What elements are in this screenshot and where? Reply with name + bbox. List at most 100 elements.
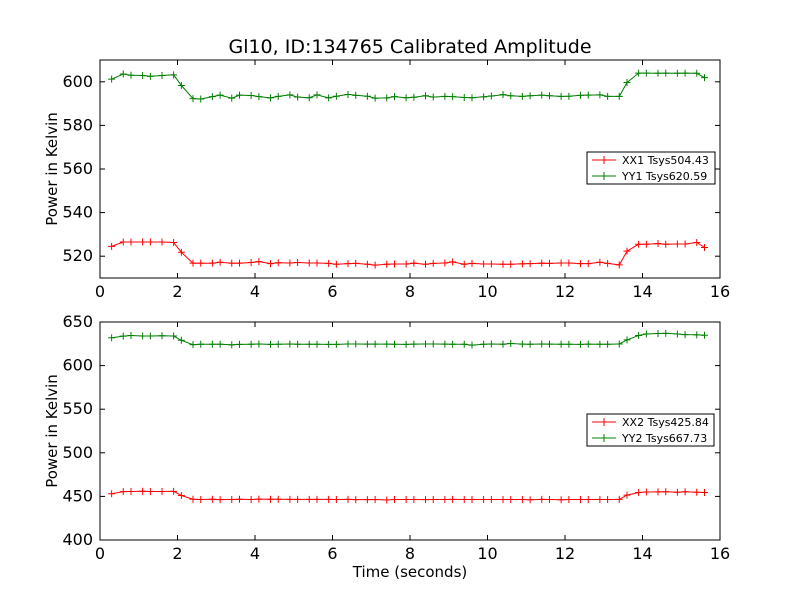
data-point [383,94,391,102]
data-point [383,340,391,348]
data-point [189,259,197,267]
data-point [216,258,224,266]
data-point [623,247,631,255]
data-point [146,238,154,246]
data-point [557,340,565,348]
data-point [139,487,147,495]
data-point [177,248,185,256]
y-tick-label: 650 [62,312,93,331]
data-point [596,496,604,504]
data-point [422,340,429,348]
x-tick-label: 12 [555,282,575,301]
data-point [313,91,321,99]
data-point [468,94,476,102]
data-point [208,495,216,503]
data-point [673,240,681,248]
data-point [557,92,565,100]
data-point [546,92,553,100]
data-point [197,496,205,504]
x-tick-label: 0 [95,282,105,301]
data-point [391,93,398,101]
data-point [623,78,631,86]
data-point [635,240,643,248]
data-point [449,340,457,348]
data-point [139,332,147,340]
data-point [344,90,352,98]
x-tick-label: 4 [250,282,260,301]
data-point [422,260,429,268]
data-point [146,332,154,340]
data-point [642,330,650,338]
data-point [332,495,340,503]
data-point [681,488,689,496]
x-tick-label: 2 [172,544,182,563]
data-point [158,488,166,496]
x-tick-label: 8 [405,544,415,563]
data-point [507,496,515,504]
data-point [546,496,553,504]
data-point [274,495,282,503]
data-point [228,259,236,267]
legend-label-xx2: XX2 Tsys425.84 [622,416,709,429]
data-point [177,82,185,90]
data-point [654,488,662,496]
data-point [429,340,437,348]
data-point [170,71,178,79]
data-point [170,487,178,495]
data-point [654,240,662,248]
data-point [216,340,224,348]
data-point [604,259,612,267]
data-point [584,260,592,268]
top-plot: Gl10, ID:134765 Calibrated Amplitude 0 2 4… [43,36,730,301]
data-point [352,259,360,267]
data-point [294,495,302,503]
bottom-legend-box [586,413,715,447]
data-point [557,496,565,504]
data-point [449,93,457,101]
data-point [518,340,526,348]
data-point [127,71,135,79]
data-point [127,238,135,246]
data-point [642,488,650,496]
data-point [108,334,116,342]
data-point [615,340,623,348]
data-point [267,495,274,503]
y-tick-label: 500 [62,443,93,462]
data-point [487,92,495,100]
data-point [228,495,236,503]
data-point [557,259,565,267]
data-point [286,340,294,348]
data-point [344,495,352,503]
data-point [119,488,127,496]
data-point [294,93,302,101]
data-point [487,260,495,268]
data-point [507,260,515,268]
data-point [662,488,670,496]
data-point [363,92,371,100]
data-point [216,91,224,99]
top-legend: XX1 Tsys504.43 YY1 Tsys620.59 [586,151,716,185]
x-tick-label: 12 [555,544,575,563]
x-tick-label: 14 [632,544,652,563]
data-point [596,258,604,266]
data-point [247,92,255,100]
data-point [247,259,255,267]
data-point [344,340,352,348]
data-point [441,92,449,100]
data-point [662,240,670,248]
data-point [267,340,274,348]
data-point [286,495,294,503]
data-point [460,496,468,504]
data-point [499,340,507,348]
x-tick-label: 16 [710,544,730,563]
x-tick-label: 2 [172,282,182,301]
data-point [654,330,662,338]
top-plot-series [108,69,708,269]
top-y-axis-label: Power in Kelvin [43,112,61,226]
data-point [460,93,468,101]
data-point [480,93,488,101]
data-point [267,260,274,268]
data-point [383,496,391,504]
data-point [332,260,340,268]
